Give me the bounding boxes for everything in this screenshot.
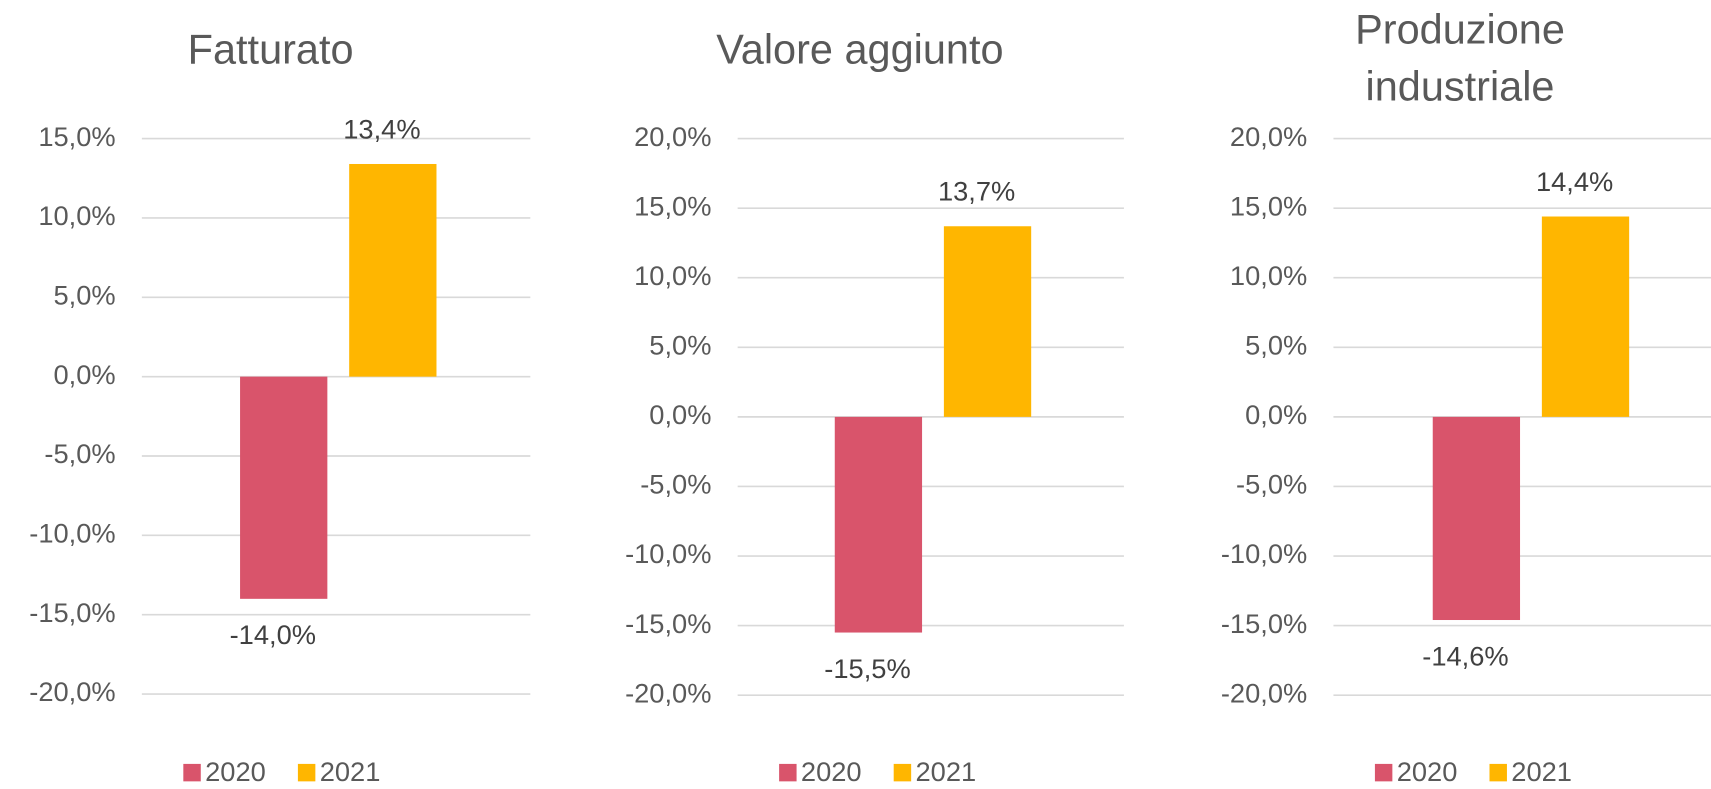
y-tick-label: 15,0% [38,121,115,152]
y-tick-label: -10,0% [29,518,115,549]
bar [240,376,328,599]
y-tick-label: 5,0% [54,279,116,310]
legend-swatch [183,763,201,782]
legend-label: 2020 [801,756,862,787]
data-label: 13,4% [343,113,420,144]
legend-label: 2021 [1511,756,1572,787]
chart-title: Produzione [1355,6,1565,53]
legend-swatch [297,763,316,782]
y-tick-label: 15,0% [634,190,711,221]
y-tick-label: 0,0% [54,359,116,390]
y-tick-label: 15,0% [1230,190,1307,221]
y-tick-label: 5,0% [1245,330,1307,361]
legend-label: 2020 [1397,756,1458,787]
legend-label: 2020 [205,756,266,787]
y-tick-label: 10,0% [38,200,115,231]
legend-swatch [779,763,797,782]
bar [1541,216,1630,417]
y-tick-label: 10,0% [634,260,711,291]
y-tick-label: -15,0% [625,608,711,639]
y-tick-label: 20,0% [1230,121,1307,152]
legend-label: 2021 [916,756,977,787]
y-tick-label: -15,0% [1221,608,1307,639]
y-tick-label: -20,0% [625,677,711,708]
y-tick-label: 0,0% [1245,399,1307,430]
data-label: -15,5% [824,653,910,684]
legend-swatch [1489,763,1507,782]
legend-label: 2021 [320,756,381,787]
y-tick-label: -20,0% [29,676,115,707]
chart-title: industriale [1366,62,1555,109]
y-tick-label: 10,0% [1230,260,1307,291]
y-tick-label: 20,0% [634,121,711,152]
chart-title: Valore aggiunto [716,25,1003,72]
chart-title: Fatturato [188,25,354,72]
y-tick-label: -10,0% [1221,538,1307,569]
y-tick-label: -5,0% [44,438,115,469]
bar [349,163,437,377]
bar [943,226,1032,417]
data-label: -14,0% [230,619,316,650]
y-tick-label: -5,0% [1236,469,1307,500]
y-tick-label: -20,0% [1221,677,1307,708]
y-tick-label: -10,0% [625,538,711,569]
data-label: 13,7% [938,176,1015,207]
data-label: -14,6% [1422,640,1508,671]
y-tick-label: 5,0% [649,330,711,361]
y-tick-label: -15,0% [29,597,115,628]
y-tick-label: 0,0% [649,399,711,430]
legend-swatch [893,763,912,782]
bar [834,416,923,633]
bar [1432,416,1521,621]
y-tick-label: -5,0% [640,469,711,500]
data-label: 14,4% [1536,166,1613,197]
legend-swatch [1374,763,1393,782]
